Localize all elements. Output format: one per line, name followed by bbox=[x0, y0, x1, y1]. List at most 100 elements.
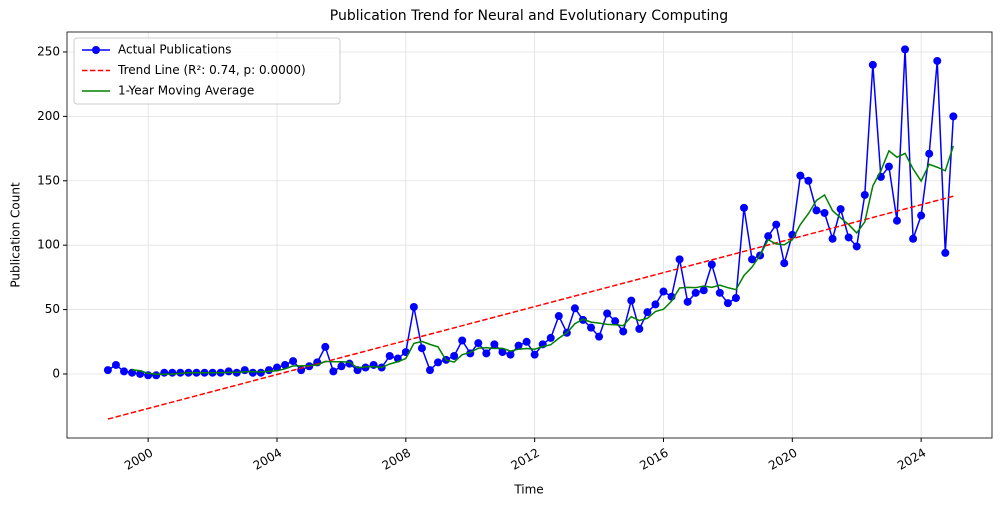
legend-marker bbox=[92, 46, 100, 54]
plot-frame bbox=[66, 31, 993, 439]
legend-box bbox=[73, 37, 341, 105]
data-point bbox=[425, 366, 434, 375]
data-point bbox=[804, 176, 813, 185]
data-point bbox=[627, 296, 636, 305]
y-tick-label: 50 bbox=[45, 302, 60, 316]
data-point bbox=[434, 358, 443, 367]
data-point bbox=[925, 149, 934, 158]
x-tick-label: 2020 bbox=[766, 446, 799, 473]
data-point bbox=[554, 312, 563, 321]
legend-label: 1-Year Moving Average bbox=[118, 84, 254, 98]
data-point bbox=[417, 344, 426, 353]
series-line bbox=[131, 145, 955, 376]
data-point bbox=[587, 323, 596, 332]
legend-label: Actual Publications bbox=[118, 43, 232, 57]
data-point bbox=[546, 333, 555, 342]
data-point bbox=[836, 205, 845, 214]
data-point bbox=[111, 360, 120, 369]
data-point bbox=[691, 288, 700, 297]
y-tick-label: 250 bbox=[37, 44, 60, 58]
data-point bbox=[168, 368, 177, 377]
data-point bbox=[240, 366, 249, 375]
data-point bbox=[715, 288, 724, 297]
data-point bbox=[780, 259, 789, 268]
data-point bbox=[651, 300, 660, 309]
data-point bbox=[941, 248, 950, 257]
data-point bbox=[570, 304, 579, 313]
x-tick-label: 2012 bbox=[508, 446, 541, 473]
y-tick-label: 150 bbox=[37, 173, 60, 187]
data-point bbox=[248, 368, 257, 377]
data-point bbox=[603, 309, 612, 318]
data-point bbox=[160, 368, 169, 377]
data-point bbox=[281, 360, 290, 369]
x-tick-label: 2004 bbox=[251, 446, 284, 473]
x-tick-label: 2000 bbox=[122, 446, 155, 473]
data-point bbox=[707, 260, 716, 269]
legend-label: Trend Line (R²: 0.74, p: 0.0000) bbox=[117, 63, 306, 77]
data-point bbox=[901, 45, 910, 54]
data-point bbox=[852, 242, 861, 251]
data-point bbox=[369, 360, 378, 369]
data-point bbox=[152, 371, 161, 380]
data-point bbox=[949, 112, 958, 121]
data-point bbox=[860, 190, 869, 199]
data-point bbox=[635, 324, 644, 333]
data-point bbox=[812, 206, 821, 215]
data-point bbox=[385, 351, 394, 360]
y-tick-label: 200 bbox=[37, 109, 60, 123]
data-point bbox=[796, 171, 805, 180]
data-point bbox=[683, 297, 692, 306]
data-point bbox=[120, 367, 129, 376]
data-point bbox=[868, 60, 877, 69]
x-tick-label: 2024 bbox=[895, 446, 928, 473]
data-point bbox=[740, 203, 749, 212]
data-point bbox=[917, 211, 926, 220]
data-point bbox=[506, 350, 515, 359]
data-point bbox=[748, 255, 757, 264]
y-tick-label: 0 bbox=[52, 366, 60, 380]
data-point bbox=[458, 336, 467, 345]
data-point bbox=[498, 348, 507, 357]
y-tick-label: 100 bbox=[37, 238, 60, 252]
data-point bbox=[892, 216, 901, 225]
x-tick-label: 2016 bbox=[637, 446, 670, 473]
series-line bbox=[107, 195, 954, 420]
data-point bbox=[820, 208, 829, 217]
data-point bbox=[643, 308, 652, 317]
data-point bbox=[474, 339, 483, 348]
data-point bbox=[723, 299, 732, 308]
data-point bbox=[329, 367, 338, 376]
data-point bbox=[514, 341, 523, 350]
data-point bbox=[619, 327, 628, 336]
data-point bbox=[844, 233, 853, 242]
data-point bbox=[522, 337, 531, 346]
data-point bbox=[482, 349, 491, 358]
data-point bbox=[772, 220, 781, 229]
data-point bbox=[530, 350, 539, 359]
data-point bbox=[909, 234, 918, 243]
data-point bbox=[699, 286, 708, 295]
data-point bbox=[337, 362, 346, 371]
data-point bbox=[289, 357, 298, 366]
data-point bbox=[828, 234, 837, 243]
data-point bbox=[450, 351, 459, 360]
data-point bbox=[884, 162, 893, 171]
data-point bbox=[933, 56, 942, 65]
legend: Actual Publications Trend Line (R²: 0.74,… bbox=[73, 37, 341, 105]
data-point bbox=[675, 255, 684, 264]
data-point bbox=[264, 366, 273, 375]
y-axis-label: Publication Count bbox=[9, 182, 23, 288]
data-point bbox=[409, 303, 418, 312]
chart-title: Publication Trend for Neural and Evoluti… bbox=[330, 8, 728, 24]
data-point bbox=[731, 293, 740, 302]
data-point bbox=[490, 340, 499, 349]
data-point bbox=[659, 287, 668, 296]
data-point bbox=[595, 332, 604, 341]
data-point bbox=[321, 342, 330, 351]
data-point bbox=[103, 366, 112, 375]
x-axis-label: Time bbox=[513, 483, 543, 497]
data-point bbox=[764, 232, 773, 241]
data-point bbox=[224, 367, 233, 376]
